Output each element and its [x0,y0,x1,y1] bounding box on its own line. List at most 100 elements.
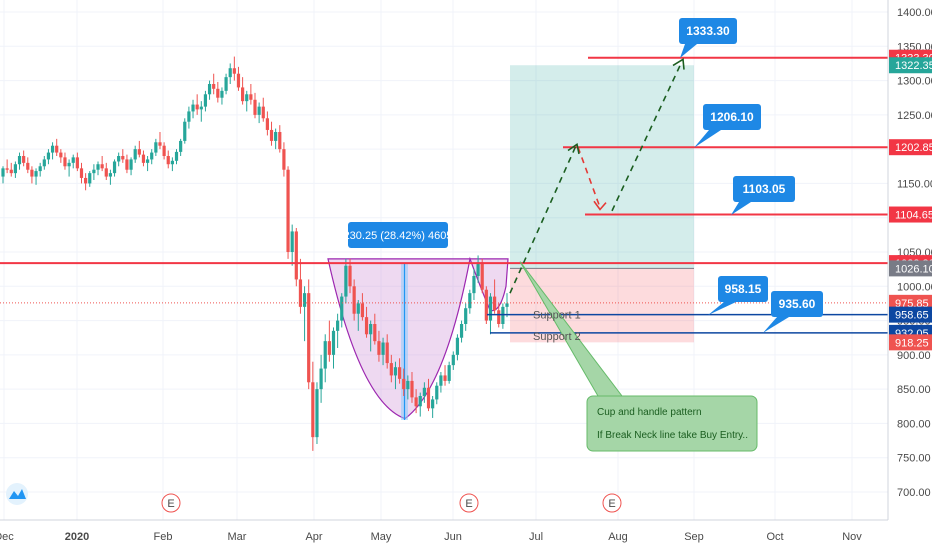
candle [488,293,493,335]
support-2-label: Support 2 [533,331,581,343]
candle-body [150,152,154,160]
event-marker: E [459,493,479,513]
candle [30,166,34,184]
position-zones [510,65,694,343]
candle [121,149,125,163]
candle-body [426,387,431,409]
candle-body [112,161,117,174]
candle-body [385,342,389,364]
y-tick-label: 900.00 [897,350,931,362]
candle-body [501,306,505,324]
candle [96,161,100,176]
callout: 1333.30 [679,18,737,58]
candle-body [59,152,63,158]
candle [212,73,216,95]
candle [42,156,46,170]
candle [112,159,117,177]
candle [203,90,208,112]
price-tag-text: 1026.10 [895,263,932,275]
loss-zone [510,268,694,343]
candle-body [67,162,71,167]
price-tag-text: 1202.85 [895,142,932,154]
candle [336,313,340,348]
candle-body [397,367,402,379]
candle-body [63,157,67,167]
candle [406,375,410,400]
candle-body [191,104,195,112]
candle-body [42,159,46,167]
candle-body [216,88,220,98]
candle [257,102,261,124]
candle-body [459,324,464,338]
candle [447,361,451,384]
candle [282,142,286,177]
event-marker-label: E [608,498,615,510]
candle-body [393,367,398,376]
candle [373,313,377,345]
price-tag-text: 918.25 [895,337,929,349]
callout-pointer [708,302,736,316]
candle [290,224,294,266]
candle-body [141,154,146,163]
candle-body [174,151,179,161]
candle-body [294,231,298,280]
callout: 935.60 [763,291,823,333]
callout-label: 935.60 [779,297,816,311]
candle-body [302,293,307,307]
price-tag: 1322.35 [889,57,932,74]
candle-body [121,156,125,160]
candle-body [38,166,42,172]
candle [104,162,108,180]
candle [245,90,249,112]
x-tick-label: Dec [0,531,14,543]
candle [360,293,365,321]
candle-body [447,365,451,381]
candle [418,392,422,417]
candle-body [249,94,253,100]
candle-body [50,145,55,153]
candle-body [348,265,352,287]
candle [154,138,158,156]
candle [356,300,360,331]
candle [63,152,67,170]
candle-body [84,177,88,184]
candle [191,99,195,119]
arrowhead-up-1 [567,143,580,155]
candles [1,56,509,451]
price-tag-text: 1104.65 [895,210,932,222]
candle [385,334,389,369]
x-tick-label: Apr [305,531,322,543]
candle-body [290,231,294,252]
arrowhead-pullback [593,200,607,211]
candle-body [472,276,476,294]
candle [145,156,150,172]
candle [137,140,141,158]
candle-body [468,293,472,309]
candle-body [133,149,137,160]
candle-body [311,382,315,438]
candle [183,118,187,144]
candle-body [26,162,30,170]
candle [480,258,484,294]
callout-label: 1333.30 [686,24,730,38]
candle [75,152,79,172]
logo-circle [6,483,28,505]
candle-body [331,330,336,355]
candle-body [236,73,241,88]
candle-body [137,149,141,155]
candle-body [493,296,497,311]
candle-body [224,77,228,91]
candle-body [257,106,261,115]
x-tick-label: 2020 [65,531,89,543]
callout: 1206.10 [694,104,761,148]
candle [79,162,84,184]
candle-body [220,90,224,98]
candle [389,354,393,383]
candle-body [307,293,311,383]
candle-body [71,157,75,163]
candle [397,358,402,384]
callout-label: 1103.05 [743,182,786,196]
candle-body [117,156,121,162]
callout-box [771,291,823,317]
